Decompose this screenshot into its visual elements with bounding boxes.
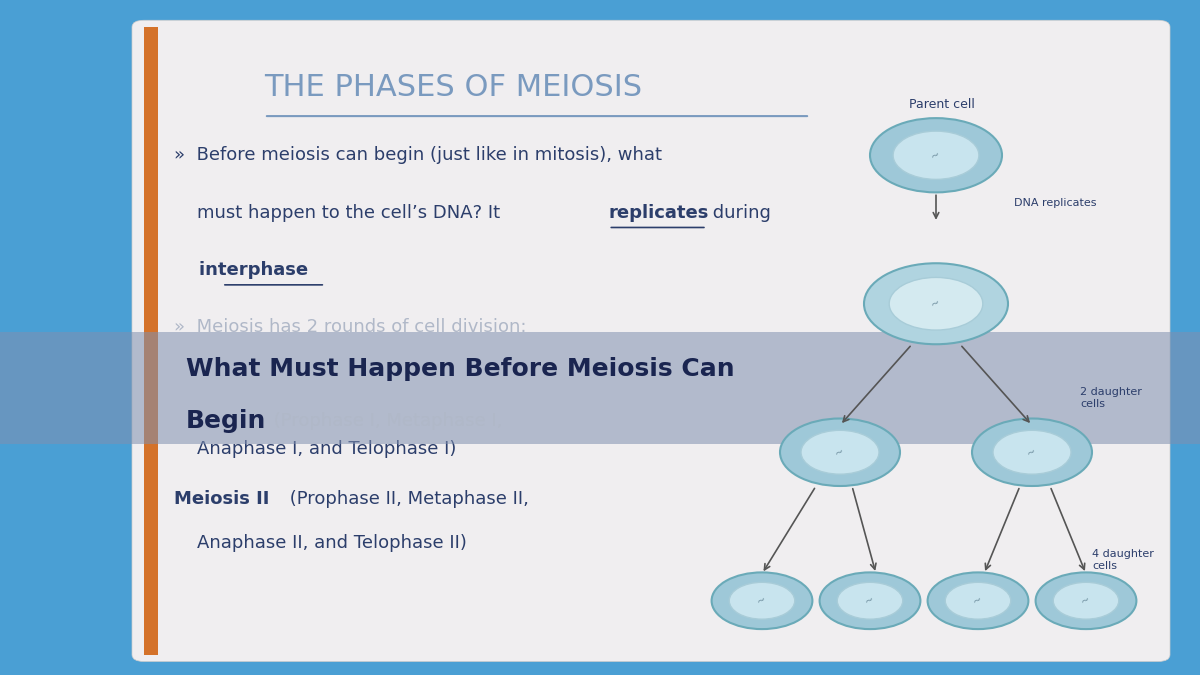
Text: THE PHASES OF MEIOSIS: THE PHASES OF MEIOSIS: [264, 74, 642, 102]
Text: ~: ~: [972, 594, 984, 608]
FancyBboxPatch shape: [132, 20, 1170, 662]
Text: must happen to the cell’s DNA? It: must happen to the cell’s DNA? It: [174, 204, 506, 221]
Circle shape: [893, 131, 979, 180]
Circle shape: [1036, 572, 1136, 629]
Text: during: during: [707, 204, 770, 221]
Circle shape: [870, 118, 1002, 192]
Circle shape: [1054, 583, 1118, 619]
Circle shape: [712, 572, 812, 629]
Circle shape: [802, 431, 878, 474]
Text: Anaphase II, and Telophase II): Anaphase II, and Telophase II): [174, 535, 467, 552]
Text: »  Meiosis has 2 rounds of cell division:: » Meiosis has 2 rounds of cell division:: [174, 319, 527, 336]
Text: replicates: replicates: [608, 204, 709, 221]
Text: Parent cell: Parent cell: [910, 98, 974, 111]
Text: interphase: interphase: [174, 261, 308, 279]
Text: ~: ~: [930, 148, 942, 162]
Text: ~: ~: [1080, 594, 1092, 608]
Circle shape: [820, 572, 920, 629]
Circle shape: [946, 583, 1010, 619]
Circle shape: [972, 418, 1092, 486]
FancyBboxPatch shape: [144, 27, 158, 655]
Text: (Prophase II, Metaphase II,: (Prophase II, Metaphase II,: [284, 491, 529, 508]
Circle shape: [889, 277, 983, 330]
Text: 4 daughter
cells: 4 daughter cells: [1092, 549, 1154, 571]
Circle shape: [838, 583, 902, 619]
Text: 2 daughter
cells: 2 daughter cells: [1080, 387, 1142, 409]
Text: »  Before meiosis can begin (just like in mitosis), what: » Before meiosis can begin (just like in…: [174, 146, 662, 164]
FancyBboxPatch shape: [0, 333, 1200, 444]
Circle shape: [994, 431, 1072, 474]
Text: ~: ~: [756, 594, 768, 608]
Text: (Prophase I, Metaphase I,: (Prophase I, Metaphase I,: [268, 412, 502, 429]
Circle shape: [928, 572, 1028, 629]
Text: DNA replicates: DNA replicates: [1014, 198, 1097, 207]
Text: ~: ~: [930, 297, 942, 310]
Text: What Must Happen Before Meiosis Can: What Must Happen Before Meiosis Can: [186, 357, 734, 381]
Text: ~: ~: [864, 594, 876, 608]
Text: Anaphase I, and Telophase I): Anaphase I, and Telophase I): [174, 440, 456, 458]
Circle shape: [864, 263, 1008, 344]
Text: ~: ~: [834, 446, 846, 459]
Text: ~: ~: [1026, 446, 1038, 459]
Circle shape: [780, 418, 900, 486]
Text: Meiosis II: Meiosis II: [174, 491, 269, 508]
Text: Begin: Begin: [186, 408, 266, 433]
Circle shape: [730, 583, 794, 619]
